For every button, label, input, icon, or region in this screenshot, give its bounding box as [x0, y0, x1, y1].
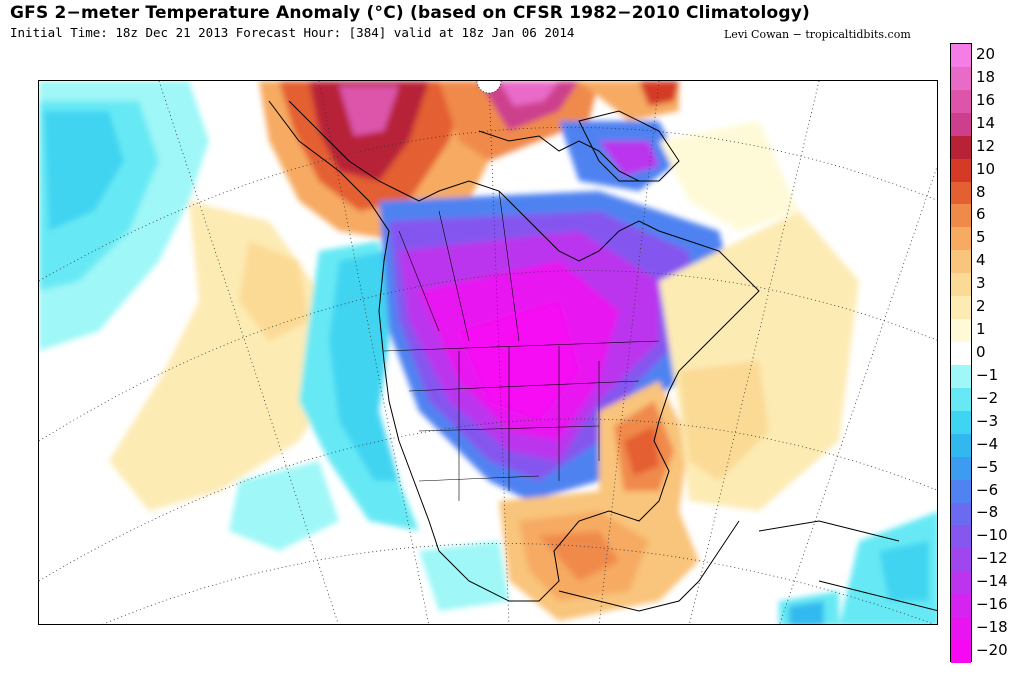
- colorbar-label: 8: [976, 182, 986, 201]
- colorbar-label: 12: [976, 136, 996, 155]
- colorbar-label: 10: [976, 159, 996, 178]
- colorbar-label: −2: [976, 388, 999, 407]
- colorbar-swatch: [951, 250, 971, 274]
- colorbar-label: −8: [976, 503, 999, 522]
- colorbar-label: 6: [976, 205, 986, 224]
- colorbar-label: 14: [976, 113, 996, 132]
- colorbar-swatch: [951, 227, 971, 251]
- colorbar-swatch: [951, 158, 971, 183]
- colorbar-swatch: [951, 364, 971, 389]
- colorbar-label: 0: [976, 343, 986, 361]
- colorbar-label: −5: [976, 457, 999, 476]
- colorbar-swatch: [951, 135, 971, 160]
- graticule: [39, 81, 937, 624]
- colorbar-labels: 20 18 16 14 12 10 8 6 5 4 3 2 1 0 −1 −2 −3 −4 −5 −6 −8 −10 −12…: [976, 43, 1024, 662]
- colorbar-swatch: [951, 89, 971, 114]
- anomaly-field: [39, 81, 937, 624]
- colorbar-label: 5: [976, 228, 986, 247]
- colorbar-swatch: [951, 296, 971, 320]
- colorbar-swatch: [951, 433, 971, 458]
- colorbar-swatch: [951, 617, 971, 641]
- colorbar-swatch: [951, 502, 971, 526]
- anomaly-map: [38, 80, 938, 625]
- colorbar-swatch: [951, 342, 971, 366]
- colorbar-label: −20: [976, 641, 1008, 660]
- colorbar-swatch: [951, 387, 971, 412]
- map-title: GFS 2−meter Temperature Anomaly (°C) (ba…: [10, 3, 811, 23]
- colorbar-swatch: [951, 204, 971, 228]
- colorbar-swatch: [951, 548, 971, 572]
- colorbar-swatch: [951, 319, 971, 343]
- colorbar-swatch: [951, 44, 971, 68]
- colorbar-swatch: [951, 410, 971, 435]
- colorbar-label: −4: [976, 434, 999, 453]
- colorbar-swatch: [951, 594, 971, 618]
- colorbar-label: −12: [976, 549, 1008, 568]
- colorbar-swatch: [951, 273, 971, 297]
- colorbar: [950, 43, 972, 664]
- colorbar-label: 20: [976, 44, 996, 63]
- colorbar-swatch: [951, 181, 971, 205]
- forecast-info: Initial Time: 18z Dec 21 2013 Forecast H…: [10, 25, 575, 40]
- colorbar-label: 1: [976, 320, 986, 339]
- colorbar-label: −10: [976, 526, 1008, 545]
- colorbar-swatch: [951, 640, 971, 664]
- colorbar-label: −1: [976, 365, 999, 384]
- coastlines: [268, 100, 937, 612]
- colorbar-label: −18: [976, 618, 1008, 637]
- colorbar-label: 4: [976, 251, 986, 270]
- colorbar-swatch: [951, 66, 971, 91]
- state-borders: [383, 190, 660, 501]
- colorbar-swatch: [951, 456, 971, 481]
- colorbar-label: −14: [976, 572, 1008, 591]
- credit-text: Levi Cowan − tropicaltidbits.com: [724, 28, 911, 41]
- colorbar-label: 3: [976, 274, 986, 293]
- colorbar-label: 18: [976, 67, 996, 86]
- colorbar-label: 16: [976, 90, 996, 109]
- colorbar-label: −16: [976, 595, 1008, 614]
- pole-marker: [476, 81, 502, 94]
- colorbar-label: −3: [976, 411, 999, 430]
- colorbar-swatch: [951, 571, 971, 595]
- colorbar-swatch: [951, 525, 971, 549]
- colorbar-label: 2: [976, 297, 986, 316]
- colorbar-label: −6: [976, 480, 999, 499]
- colorbar-swatch: [951, 112, 971, 137]
- colorbar-swatch: [951, 479, 971, 503]
